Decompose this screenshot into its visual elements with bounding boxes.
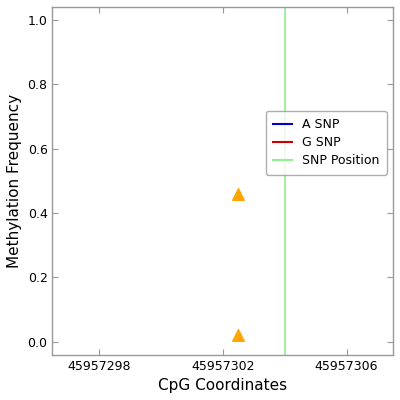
Y-axis label: Methylation Frequency: Methylation Frequency <box>7 94 22 268</box>
X-axis label: CpG Coordinates: CpG Coordinates <box>158 378 287 393</box>
Legend: A SNP, G SNP, SNP Position: A SNP, G SNP, SNP Position <box>266 110 387 174</box>
Point <box>235 332 241 338</box>
Point <box>235 190 241 197</box>
